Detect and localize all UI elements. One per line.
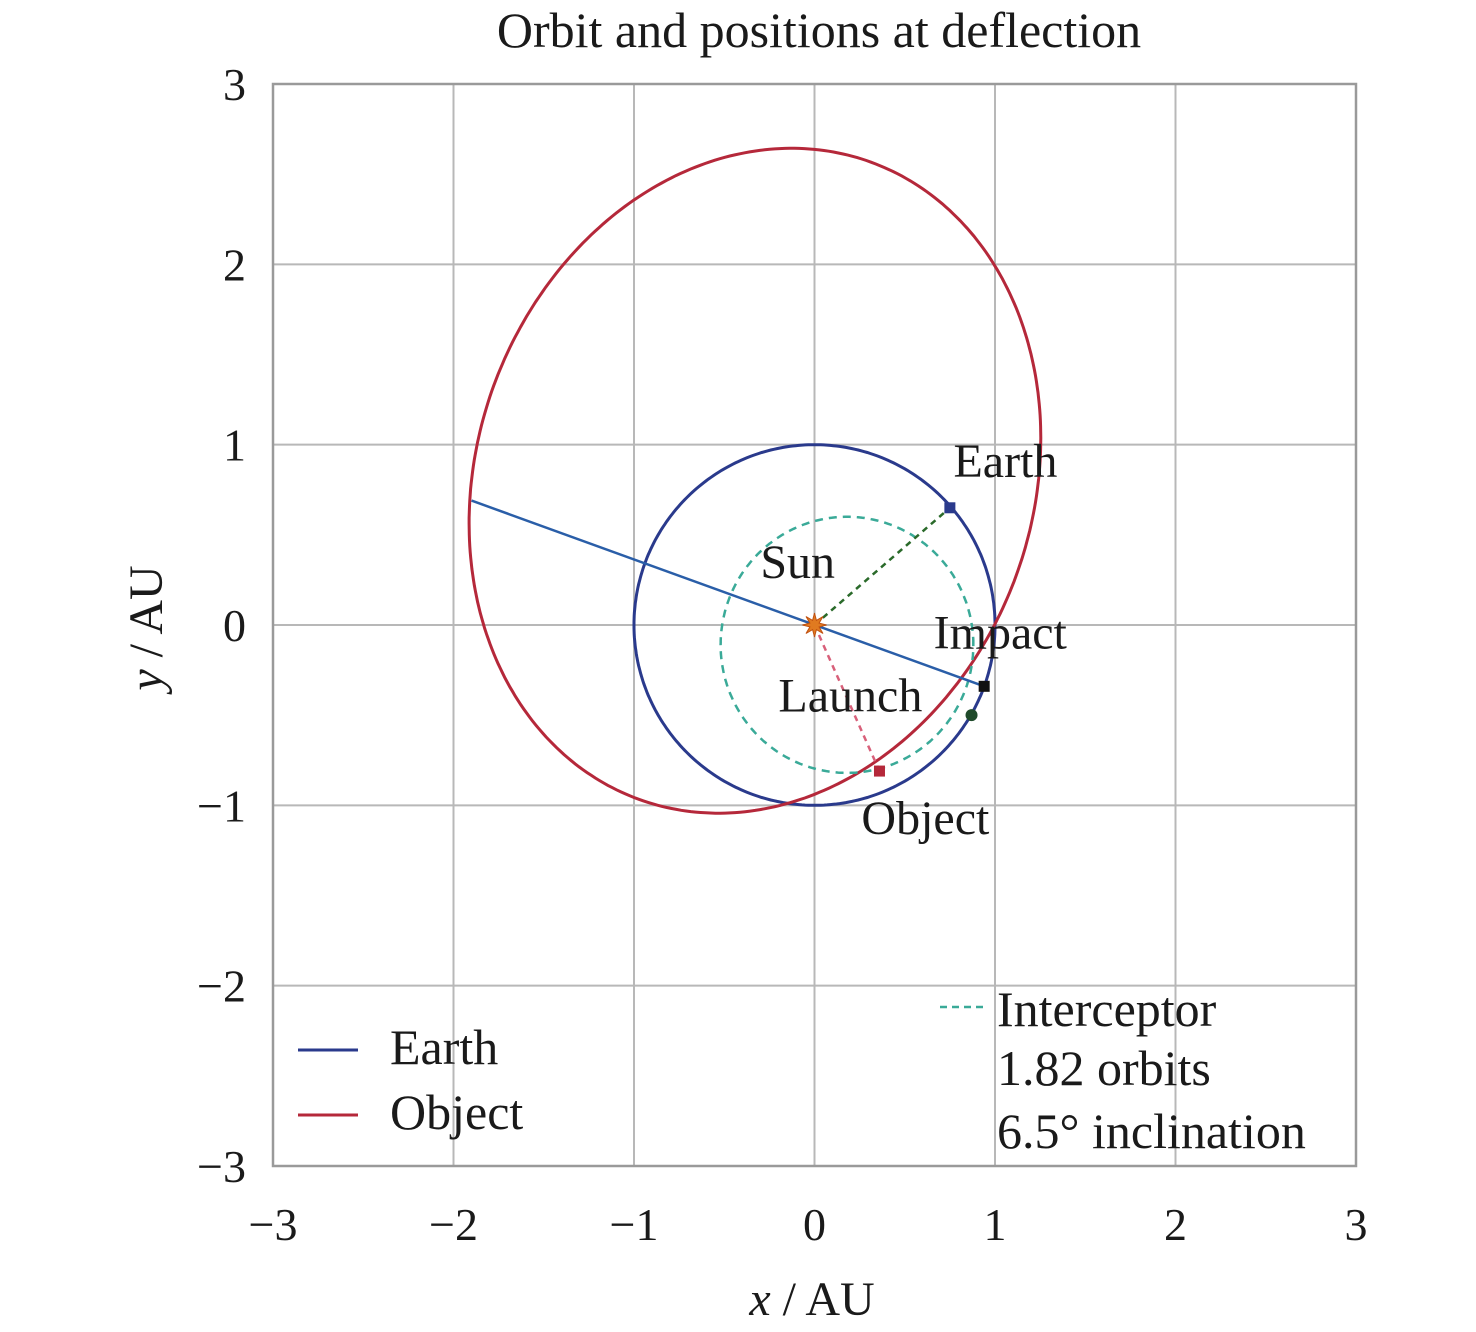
- label-object: Object: [861, 792, 990, 845]
- y-tick-label: 0: [223, 600, 246, 651]
- y-tick-label: −1: [197, 780, 246, 831]
- x-tick-label: 3: [1345, 1199, 1368, 1250]
- label-earth: Earth: [953, 435, 1057, 488]
- sun-object-line: [813, 624, 881, 772]
- orbit-series: [467, 146, 1043, 815]
- orbit-object: [467, 146, 1043, 815]
- x-tick-label: 2: [1164, 1199, 1187, 1250]
- legend-label-earth: Earth: [390, 1019, 498, 1075]
- interceptor-orbits-note: 1.82 orbits: [997, 1040, 1211, 1096]
- marker-object: [873, 765, 885, 777]
- connector-lines: [471, 499, 985, 772]
- label-sun: Sun: [760, 536, 835, 589]
- x-axis-label: x / AU: [748, 1273, 874, 1326]
- y-axis-label: y / AU: [120, 565, 173, 695]
- position-markers: [802, 502, 990, 777]
- y-tick-label: −2: [197, 961, 246, 1012]
- x-tick-label: 1: [984, 1199, 1007, 1250]
- plot-frame: [271, 82, 1358, 1168]
- y-tick-labels: −3 −2 −1 0 1 2 3: [197, 59, 246, 1192]
- chart-title: Orbit and positions at deflection: [497, 2, 1141, 58]
- sun-earth-line: [813, 506, 951, 626]
- marker-sun: [802, 612, 827, 638]
- x-tick-label: −1: [610, 1199, 659, 1250]
- legend-label-object: Object: [390, 1084, 523, 1140]
- label-impact: Impact: [934, 606, 1068, 659]
- x-tick-label: −2: [429, 1199, 478, 1250]
- orbit-interceptor: [719, 515, 975, 775]
- orbit-earth: [632, 443, 997, 807]
- interceptor-inclination-note: 6.5° inclination: [997, 1103, 1306, 1159]
- y-tick-label: 2: [223, 239, 246, 290]
- x-tick-label: 0: [803, 1199, 826, 1250]
- marker-launch: [965, 709, 978, 722]
- y-tick-label: 1: [223, 420, 246, 471]
- x-tick-label: −3: [249, 1199, 298, 1250]
- legend: Earth Object: [298, 1019, 523, 1140]
- y-tick-label: 3: [223, 59, 246, 110]
- marker-earth: [944, 502, 956, 514]
- interceptor-legend: Interceptor 1.82 orbits 6.5° inclination: [940, 981, 1306, 1159]
- x-tick-labels: −3 −2 −1 0 1 2 3: [249, 1199, 1368, 1250]
- apsidal-line-line: [471, 499, 985, 688]
- label-launch: Launch: [778, 670, 922, 723]
- legend-label-interceptor: Interceptor: [997, 981, 1217, 1037]
- marker-impact: [978, 680, 990, 692]
- y-tick-label: −3: [197, 1141, 246, 1192]
